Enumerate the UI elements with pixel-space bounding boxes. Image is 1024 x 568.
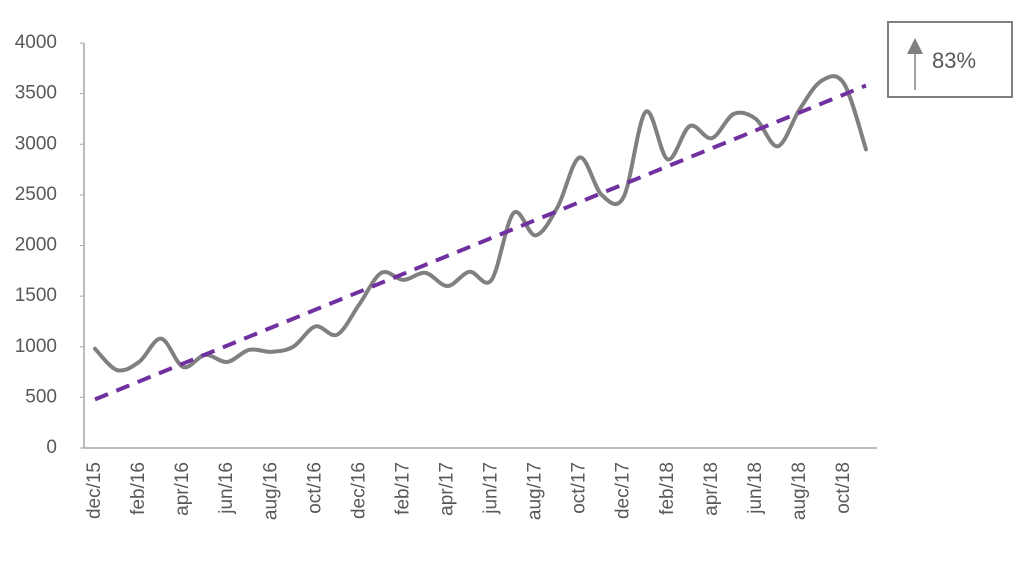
line <box>93 74 868 373</box>
x-tick-label: dec/17 <box>613 462 634 519</box>
annotation-box <box>887 21 1013 98</box>
y-tick-label: 4000 <box>15 32 57 53</box>
y-tick-label: 500 <box>25 386 57 407</box>
x-tick-label: feb/16 <box>128 462 149 515</box>
trend-line <box>94 83 867 402</box>
x-tick-label: aug/16 <box>260 462 281 520</box>
x-tick-label: oct/17 <box>569 462 590 514</box>
x-tick-label: apr/18 <box>701 462 722 516</box>
x-tick-label: dec/15 <box>84 462 105 519</box>
y-tick-label: 1000 <box>15 336 57 357</box>
x-tick-label: oct/18 <box>833 462 854 514</box>
x-tick-label: jun/18 <box>745 462 766 515</box>
y-tick-label: 3500 <box>15 83 57 104</box>
x-tick-label: apr/17 <box>436 462 457 516</box>
annotation: 83% <box>932 48 976 73</box>
y-tick-label: 2500 <box>15 184 57 205</box>
x-tick-label: aug/17 <box>525 462 546 520</box>
y-tick-label: 1500 <box>15 285 57 306</box>
x-tick-label: feb/18 <box>657 462 678 515</box>
x-tick-label: feb/17 <box>392 462 413 515</box>
x-tick-label: oct/16 <box>304 462 325 514</box>
x-tick-label: jun/17 <box>481 462 502 515</box>
y-tick-label: 0 <box>46 437 57 458</box>
x-tick-label: dec/16 <box>348 462 369 519</box>
y-tick-label: 2000 <box>15 235 57 256</box>
y-tick-label: 3000 <box>15 133 57 154</box>
x-tick-label: jun/16 <box>216 462 237 515</box>
x-tick-label: aug/18 <box>789 462 810 520</box>
x-tick-label: apr/16 <box>172 462 193 516</box>
annotation-arrow-head <box>907 38 923 54</box>
